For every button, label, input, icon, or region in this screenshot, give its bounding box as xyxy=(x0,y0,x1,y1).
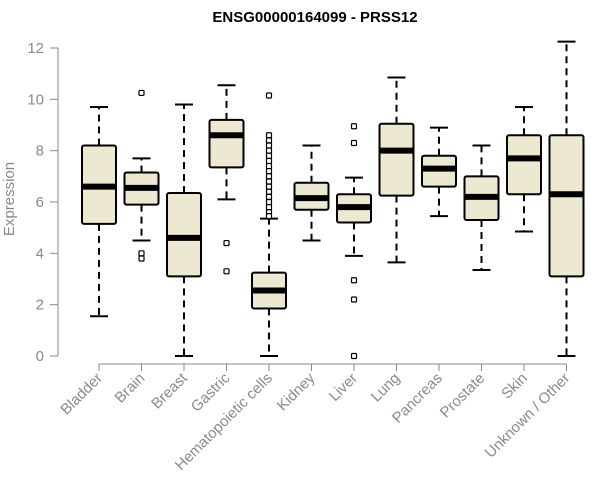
box-iqr xyxy=(548,134,585,278)
x-tick-label: Lung xyxy=(368,370,404,406)
outlier-point xyxy=(350,139,358,147)
outlier-point xyxy=(265,198,273,206)
y-tick-label: 0 xyxy=(36,348,44,365)
outlier-point xyxy=(138,89,145,97)
outlier-point xyxy=(265,92,273,99)
y-tick-label: 12 xyxy=(27,40,44,57)
outlier-point xyxy=(265,213,273,220)
y-tick-label: 6 xyxy=(36,194,44,211)
y-tick-label: 10 xyxy=(27,91,44,108)
outlier-point xyxy=(265,152,273,159)
outlier-point xyxy=(265,137,273,144)
outlier-point xyxy=(223,239,230,247)
x-tick-label: Brain xyxy=(112,370,149,407)
box-lung xyxy=(378,76,415,264)
chart-title: ENSG00000164099 - PRSS12 xyxy=(212,9,417,26)
box-iqr xyxy=(378,122,415,197)
y-tick-label: 4 xyxy=(36,245,44,262)
outlier-point xyxy=(265,173,273,180)
outlier-point xyxy=(265,204,273,211)
outlier-point xyxy=(138,255,145,262)
box-bladder xyxy=(81,106,117,318)
outlier-point xyxy=(265,142,273,149)
outlier-point xyxy=(265,178,273,185)
x-tick-label: Prostate xyxy=(437,370,489,422)
box-hematopoietic-cells xyxy=(251,92,287,357)
x-tick-label: Kidney xyxy=(274,369,319,414)
outlier-point xyxy=(350,352,358,360)
y-axis: 0 2 4 6 8 10 12 xyxy=(27,40,59,365)
outlier-point xyxy=(350,123,358,130)
box-unknown-other xyxy=(548,40,585,357)
box-liver xyxy=(336,123,372,360)
box-prostate xyxy=(463,144,500,272)
x-tick-label: Liver xyxy=(326,370,361,405)
x-tick-label: Bladder xyxy=(57,370,106,419)
x-tick-label: Breast xyxy=(148,369,191,412)
outlier-point xyxy=(350,296,358,303)
box-breast xyxy=(166,103,202,357)
outlier-point xyxy=(265,183,273,190)
x-tick-label: Skin xyxy=(498,370,531,403)
outlier-point xyxy=(138,250,145,257)
box-iqr xyxy=(208,118,245,169)
y-axis-label: Expression xyxy=(1,162,18,236)
outlier-point xyxy=(265,193,273,200)
box-kidney xyxy=(293,144,330,242)
box-gastric xyxy=(208,84,245,275)
y-tick-label: 8 xyxy=(36,143,44,160)
box-brain xyxy=(123,89,160,262)
box-iqr xyxy=(166,192,202,278)
box-pancreas xyxy=(421,126,457,218)
outlier-point xyxy=(265,162,273,170)
outlier-point xyxy=(265,147,273,154)
outlier-point xyxy=(265,132,273,139)
outlier-point xyxy=(265,188,273,195)
outlier-point xyxy=(350,277,358,284)
box-iqr xyxy=(506,134,542,196)
outlier-point xyxy=(265,168,273,175)
y-tick-label: 2 xyxy=(36,297,44,314)
outlier-point xyxy=(265,157,273,165)
outlier-point xyxy=(223,268,230,275)
box-series xyxy=(81,40,585,360)
box-skin xyxy=(506,106,542,233)
